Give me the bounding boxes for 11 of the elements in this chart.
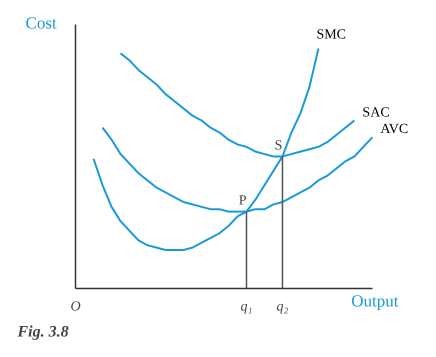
x-tick-label: O [70, 299, 81, 314]
series-label: AVC [380, 122, 408, 138]
caption: Fig. 3.8 [16, 324, 69, 340]
annotation: S [274, 138, 282, 154]
annotation: P [238, 194, 247, 209]
x-tick-label: q₂ [276, 299, 289, 314]
y-axis-title: Cost [26, 14, 57, 32]
series-label: SMC [316, 27, 346, 42]
x-axis-title: Output [351, 292, 399, 310]
x-tick-label: q₁ [240, 299, 252, 314]
series-label: SAC [362, 105, 390, 120]
